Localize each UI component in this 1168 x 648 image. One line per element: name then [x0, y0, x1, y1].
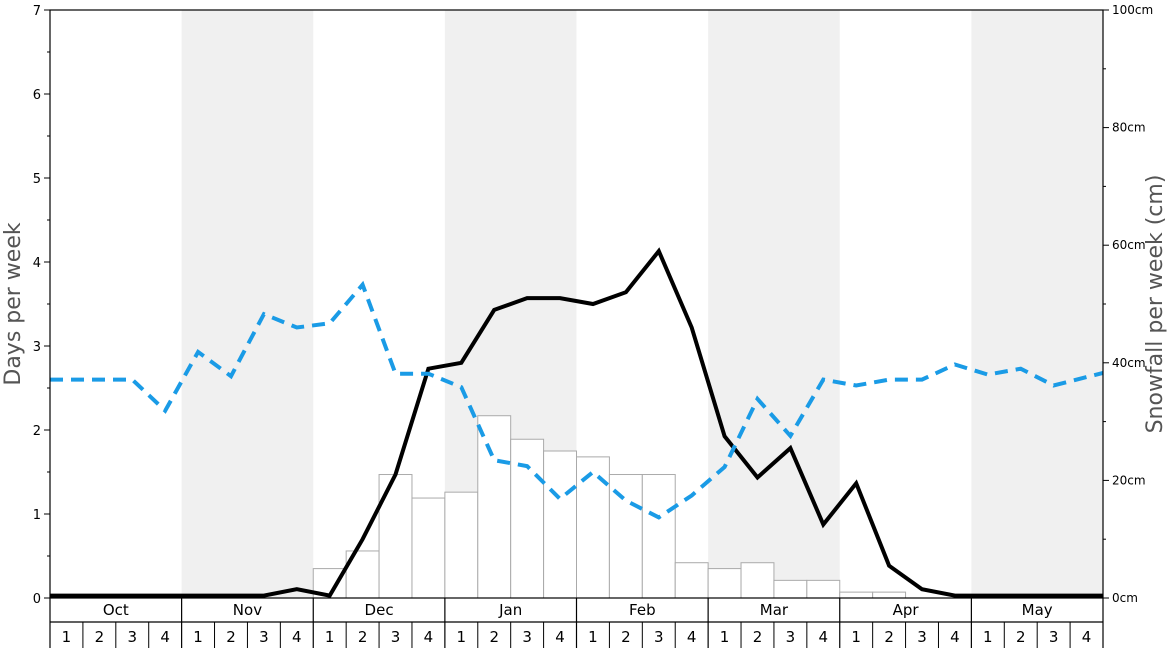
- week-label: 1: [983, 628, 993, 646]
- right-tick-label: 20cm: [1112, 473, 1146, 487]
- week-label: 1: [588, 628, 598, 646]
- week-label: 1: [457, 628, 467, 646]
- month-band-mar: [708, 10, 840, 598]
- right-tick-label: 60cm: [1112, 238, 1146, 252]
- left-tick-label: 3: [33, 340, 41, 355]
- week-label: 4: [424, 628, 434, 646]
- left-tick-label: 6: [33, 88, 41, 103]
- month-band-may: [971, 10, 1103, 598]
- snow-days-bar: [510, 438, 545, 599]
- snow-days-bar: [641, 474, 676, 599]
- week-label: 2: [1016, 628, 1026, 646]
- week-label: 2: [621, 628, 631, 646]
- series-lines: [50, 247, 1104, 598]
- left-tick-label: 5: [33, 172, 41, 187]
- left-tick-label: 7: [33, 4, 41, 19]
- week-label: 4: [160, 628, 170, 646]
- month-label: Feb: [629, 601, 656, 619]
- week-label: 2: [753, 628, 763, 646]
- week-label: 4: [819, 628, 829, 646]
- snow-days-bar: [543, 450, 577, 599]
- week-label: 4: [1082, 628, 1092, 646]
- week-label: 3: [391, 628, 401, 646]
- month-label: Oct: [103, 601, 129, 619]
- week-label: 4: [292, 628, 302, 646]
- month-label: May: [1022, 601, 1053, 619]
- week-label: 4: [555, 628, 565, 646]
- week-label: 3: [127, 628, 137, 646]
- week-label: 2: [95, 628, 105, 646]
- week-label: 3: [259, 628, 269, 646]
- week-label: 2: [884, 628, 894, 646]
- left-tick-label: 0: [33, 592, 41, 607]
- x-axis-calendar: Oct 1 2 3 4 Nov 1 2 3 4 Dec 1 2 3 4 Jan 1 2 3 4 Feb 1 2 3 4 Mar 1 2…: [49, 598, 1104, 648]
- week-label: 2: [358, 628, 368, 646]
- snow-days-bar: [444, 491, 479, 599]
- right-tick-label: 80cm: [1112, 121, 1146, 135]
- snow-days-bar: [674, 562, 709, 599]
- snow-days-bar: [806, 579, 841, 599]
- snow-days-bar: [839, 591, 874, 599]
- week-label: 3: [654, 628, 664, 646]
- week-label: 3: [1049, 628, 1059, 646]
- week-label: 2: [489, 628, 499, 646]
- week-label: 1: [720, 628, 730, 646]
- week-label: 4: [687, 628, 697, 646]
- left-tick-label: 1: [33, 508, 41, 523]
- snow-days-bar: [608, 474, 643, 599]
- snow-days-bar: [773, 579, 808, 599]
- right-tick-label: 40cm: [1112, 356, 1146, 370]
- snow-days-bar: [872, 591, 907, 599]
- week-label: 1: [193, 628, 203, 646]
- week-label: 2: [226, 628, 236, 646]
- left-tick-label: 4: [33, 256, 41, 271]
- week-label: 3: [786, 628, 796, 646]
- snow-days-bar: [576, 456, 610, 599]
- month-band-nov: [181, 10, 314, 598]
- snow-days-bar: [740, 562, 775, 599]
- week-label: 4: [950, 628, 960, 646]
- week-label: 1: [325, 628, 335, 646]
- week-label: 3: [917, 628, 927, 646]
- right-tick-label: 100cm: [1112, 3, 1153, 17]
- snow-days-bar: [477, 415, 512, 599]
- right-axis-title: Snowfall per week (cm): [1143, 175, 1168, 434]
- snow-days-bar: [707, 568, 742, 599]
- month-label: Nov: [233, 601, 262, 619]
- left-axis-title: Days per week: [1, 222, 26, 385]
- week-label: 1: [62, 628, 72, 646]
- month-label: Mar: [760, 601, 789, 619]
- snow-days-bar: [411, 497, 446, 599]
- axes: 0 1 2 3 4 5 6 7 0cm 20cm 40cm 60cm 80cm 100cm: [33, 3, 1153, 607]
- left-tick-label: 2: [33, 424, 41, 439]
- month-label: Dec: [365, 601, 394, 619]
- dashed-series-line: [50, 280, 1104, 520]
- week-label: 1: [851, 628, 861, 646]
- month-label: Jan: [498, 601, 522, 619]
- right-tick-label: 0cm: [1112, 591, 1138, 605]
- solid-series-line: [50, 247, 1103, 598]
- week-label: 3: [522, 628, 532, 646]
- month-label: Apr: [893, 601, 920, 619]
